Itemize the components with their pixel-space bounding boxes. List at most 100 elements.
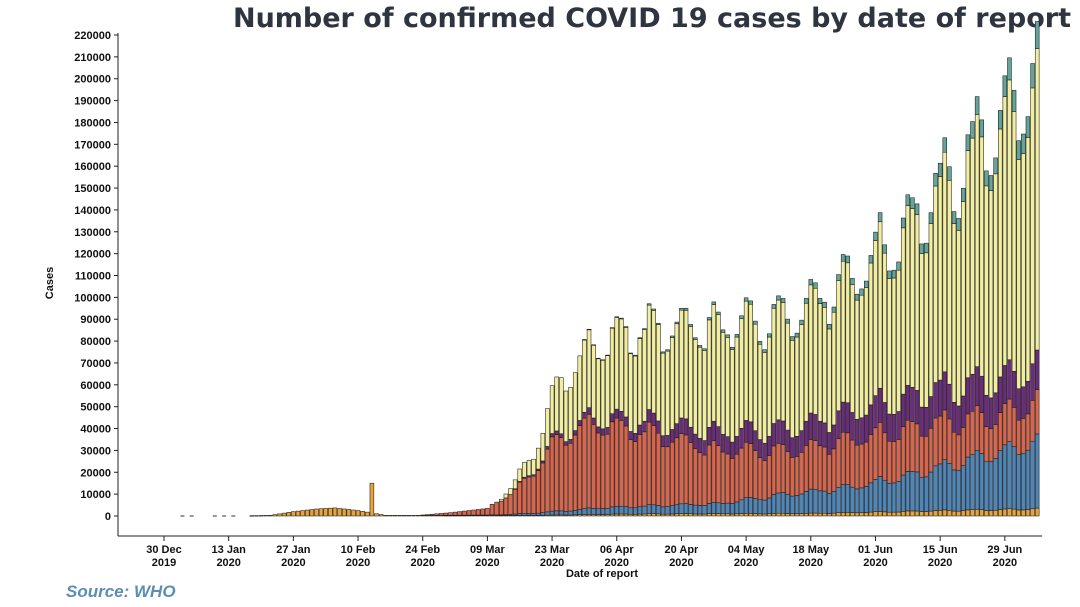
bar-segment-region4: [600, 428, 606, 436]
bar-segment-region6: [762, 349, 767, 353]
bar-segment-region4: [559, 433, 564, 438]
bar-segment-region4: [651, 412, 656, 427]
bar-segment-region6: [979, 119, 984, 138]
bar-segment-region4: [568, 439, 573, 444]
bar-segment-region3: [891, 441, 897, 484]
bar-segment-region5: [720, 332, 726, 435]
bar-segment-region1: [1034, 507, 1040, 517]
bar-segment-region1: [392, 515, 398, 517]
bar-segment-region2: [887, 483, 892, 513]
bar-day: [434, 513, 439, 517]
bar-segment-region5: [522, 461, 527, 478]
bar-segment-region5: [827, 328, 832, 433]
x-tick-year: 2020: [216, 557, 240, 569]
x-tick-year: 2020: [605, 557, 629, 569]
bar-segment-region6: [651, 308, 656, 311]
bar-segment-region5: [526, 460, 532, 477]
bar-segment-region2: [984, 460, 989, 511]
bar-segment-region3: [425, 514, 430, 516]
bar-segment-region2: [859, 487, 864, 513]
bar-segment-region5: [803, 302, 809, 422]
bar-segment-region6: [734, 334, 740, 338]
bar-segment-region4: [633, 433, 638, 442]
bar-segment-region1: [887, 511, 892, 517]
bar-segment-region1: [813, 512, 818, 517]
bar-segment-region2: [720, 503, 726, 514]
bar-segment-region1: [411, 515, 416, 517]
bar-day: [466, 510, 472, 517]
bar-segment-region3: [457, 511, 462, 516]
bar-segment-region4: [974, 366, 980, 406]
bar-segment-region2: [891, 482, 897, 513]
bar-segment-region3: [429, 513, 435, 516]
bar-segment-region5: [891, 277, 897, 415]
bar-segment-region6: [628, 352, 633, 355]
bar-day: [277, 513, 282, 517]
bar-segment-region5: [1002, 96, 1008, 366]
bar-segment-region3: [572, 434, 578, 511]
bar-segment-region2: [831, 491, 837, 514]
bar-day: [840, 254, 846, 517]
bar-segment-region1: [683, 513, 689, 517]
bar-segment-region6: [660, 351, 666, 354]
x-tick-label: 20 Apr: [665, 544, 700, 556]
bar-segment-region6: [840, 254, 846, 262]
bar-segment-region5: [956, 230, 961, 407]
bar-segment-region4: [716, 426, 721, 446]
x-tick-year: 2020: [410, 557, 434, 569]
bar-segment-region3: [1021, 418, 1026, 454]
bar-segment-region4: [563, 441, 569, 446]
bar-segment-region2: [586, 507, 592, 515]
bar-day: [438, 513, 444, 517]
bar-segment-region5: [965, 150, 971, 379]
bar-segment-region3: [785, 451, 790, 495]
bar-segment-region4: [572, 430, 578, 436]
bar-segment-region5: [997, 128, 1003, 378]
bar-segment-region6: [688, 324, 693, 327]
y-tick-label: 130000: [74, 227, 111, 239]
bar-day: [905, 194, 911, 517]
bar-day: [254, 515, 259, 517]
y-tick-label: 120000: [74, 249, 111, 261]
bar-segment-region1: [304, 509, 310, 517]
bar-segment-region3: [882, 432, 887, 481]
bar-segment-region4: [1030, 363, 1035, 401]
bar-segment-region4: [831, 424, 837, 450]
bar-day: [637, 337, 643, 517]
bar-segment-region4: [1002, 365, 1008, 404]
bar-segment-region1: [803, 513, 809, 517]
bar-segment-region6: [771, 304, 777, 309]
bar-segment-region2: [522, 512, 527, 516]
bar-segment-region2: [794, 495, 800, 514]
bar-segment-region4: [808, 412, 814, 440]
bar-segment-region4: [813, 414, 818, 441]
bar-segment-region6: [813, 282, 818, 289]
bar-segment-region1: [757, 513, 763, 517]
bar-segment-region2: [549, 510, 555, 516]
bar-day: [360, 511, 365, 517]
bar-segment-region6: [817, 298, 823, 304]
bar-segment-region2: [1016, 454, 1021, 511]
y-tick-label: 200000: [74, 74, 111, 86]
bar-segment-region1: [965, 509, 971, 517]
bar-segment-region2: [605, 507, 610, 515]
bar-segment-region4: [577, 420, 583, 426]
bar-segment-region2: [582, 508, 587, 515]
y-tick-label: 170000: [74, 139, 111, 151]
bar-segment-region3: [586, 414, 592, 509]
bar-segment-region2: [693, 504, 698, 515]
bar-day: [933, 173, 938, 517]
bar-segment-region1: [799, 513, 804, 517]
bar-day: [817, 298, 823, 517]
bar-day: [873, 231, 878, 517]
bar-segment-region6: [914, 203, 920, 215]
bar-segment-region2: [951, 469, 957, 512]
bar-segment-region5: [753, 323, 758, 431]
bar-segment-region3: [1011, 407, 1017, 447]
bar-segment-region1: [873, 511, 878, 517]
bar-segment-region4: [665, 435, 670, 448]
bar-segment-region4: [609, 413, 615, 423]
bar-segment-region2: [545, 511, 550, 516]
bar-segment-region3: [517, 481, 522, 514]
bar-segment-region5: [559, 377, 564, 435]
